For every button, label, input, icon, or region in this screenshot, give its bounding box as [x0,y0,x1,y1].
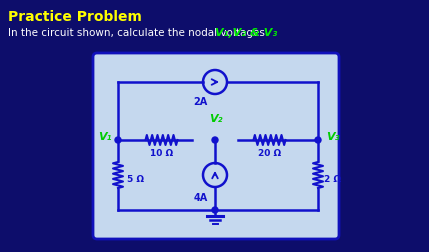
Circle shape [212,207,218,213]
Text: In the circuit shown, calculate the nodal voltages: In the circuit shown, calculate the noda… [8,28,268,38]
Circle shape [315,137,321,143]
Text: 2 Ω: 2 Ω [324,175,341,184]
Text: Practice Problem: Practice Problem [8,10,142,24]
Text: 10 Ω: 10 Ω [150,149,173,158]
Circle shape [212,137,218,143]
Text: 4A: 4A [194,193,208,203]
Text: V₁: V₁ [99,132,112,142]
Text: V₃: V₃ [326,132,339,142]
Text: 2A: 2A [193,97,207,107]
Circle shape [115,137,121,143]
FancyBboxPatch shape [93,53,339,239]
Text: 20 Ω: 20 Ω [258,149,281,158]
Text: V₁,V₂ & V₃: V₁,V₂ & V₃ [214,28,277,38]
Text: 5 Ω: 5 Ω [127,175,144,184]
Text: V₂: V₂ [209,114,223,124]
